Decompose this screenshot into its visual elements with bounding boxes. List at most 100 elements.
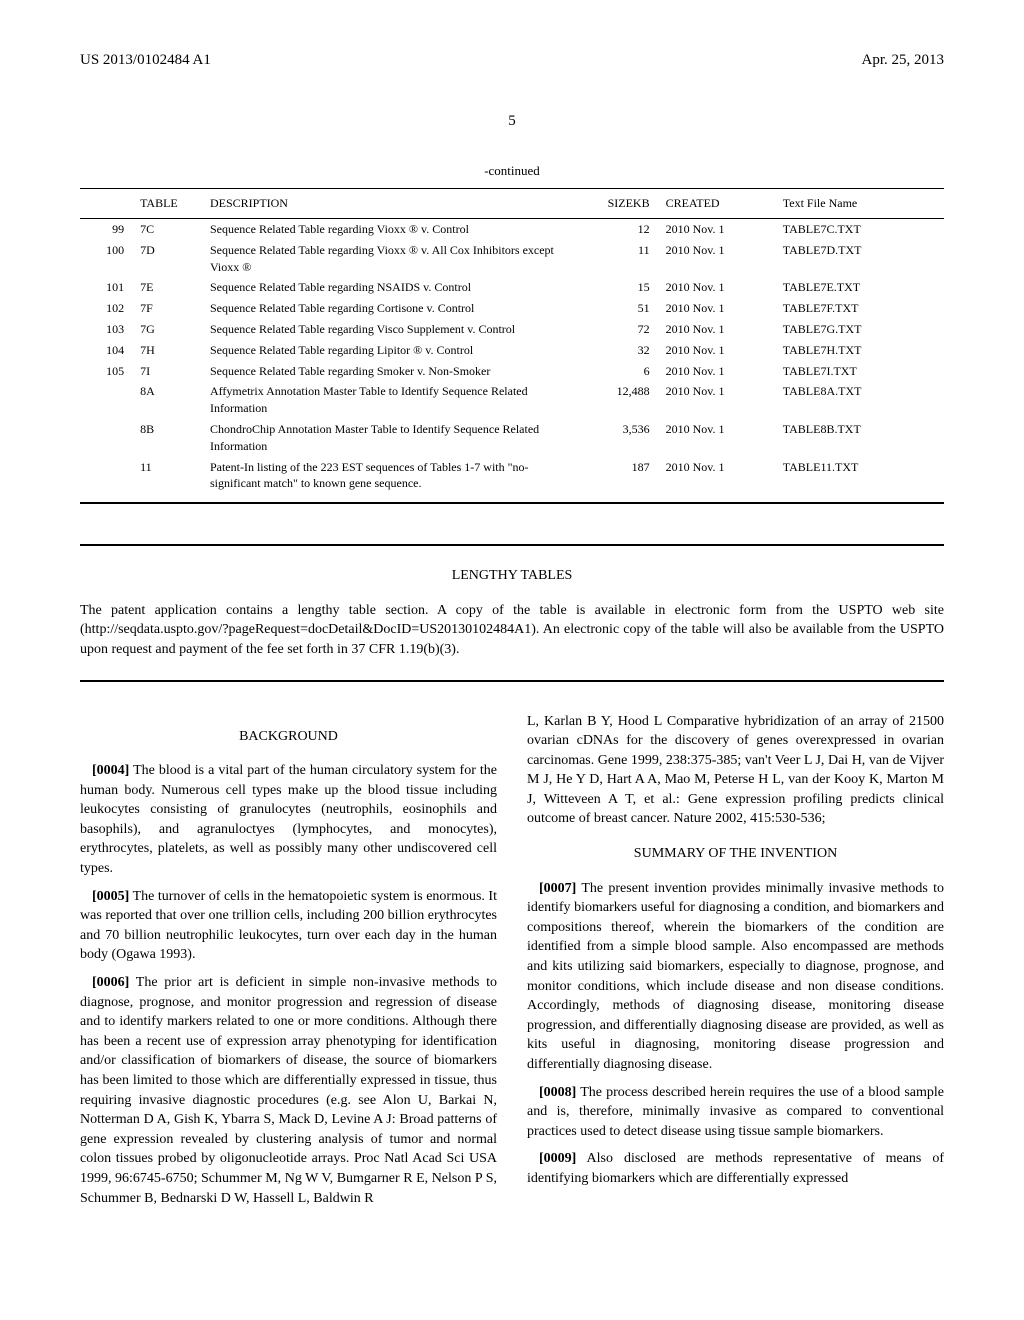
left-column: BACKGROUND [0004] The blood is a vital p… bbox=[80, 712, 497, 1217]
table-cell: 2010 Nov. 1 bbox=[658, 381, 775, 419]
table-header-cell bbox=[80, 189, 132, 219]
table-cell: 99 bbox=[80, 218, 132, 239]
lengthy-tables-section: LENGTHY TABLES The patent application co… bbox=[80, 566, 944, 681]
right-column: L, Karlan B Y, Hood L Comparative hybrid… bbox=[527, 712, 944, 1217]
paragraph: [0006] The prior art is deficient in sim… bbox=[80, 973, 497, 1208]
paragraph: [0007] The present invention provides mi… bbox=[527, 879, 944, 1075]
patent-date: Apr. 25, 2013 bbox=[862, 50, 945, 71]
paragraph-number: [0008] bbox=[539, 1085, 576, 1100]
table-cell: Sequence Related Table regarding Lipitor… bbox=[202, 340, 567, 361]
table-cell: 2010 Nov. 1 bbox=[658, 361, 775, 382]
page-header: US 2013/0102484 A1 Apr. 25, 2013 bbox=[80, 50, 944, 71]
table-cell: TABLE11.TXT bbox=[775, 457, 944, 504]
table-cell: 101 bbox=[80, 277, 132, 298]
paragraph-number: [0009] bbox=[539, 1151, 576, 1166]
patent-number: US 2013/0102484 A1 bbox=[80, 50, 211, 71]
table-header-cell: DESCRIPTION bbox=[202, 189, 567, 219]
paragraph-number: [0007] bbox=[539, 881, 576, 896]
table-cell: 6 bbox=[566, 361, 657, 382]
table-cell: 105 bbox=[80, 361, 132, 382]
continued-label: -continued bbox=[80, 162, 944, 180]
table-cell: 2010 Nov. 1 bbox=[658, 218, 775, 239]
table-cell: 100 bbox=[80, 240, 132, 278]
table-row: 1017ESequence Related Table regarding NS… bbox=[80, 277, 944, 298]
paragraph-number: [0005] bbox=[92, 889, 129, 904]
table-header-cell: TABLE bbox=[132, 189, 202, 219]
table-cell: 11 bbox=[132, 457, 202, 504]
table-cell: Sequence Related Table regarding Vioxx ®… bbox=[202, 218, 567, 239]
table-cell: TABLE8B.TXT bbox=[775, 419, 944, 457]
table-row: 8BChondroChip Annotation Master Table to… bbox=[80, 419, 944, 457]
table-cell: 187 bbox=[566, 457, 657, 504]
table-cell: 2010 Nov. 1 bbox=[658, 419, 775, 457]
table-cell bbox=[80, 419, 132, 457]
table-cell: 8A bbox=[132, 381, 202, 419]
table-cell: TABLE7H.TXT bbox=[775, 340, 944, 361]
table-row: 1057ISequence Related Table regarding Sm… bbox=[80, 361, 944, 382]
paragraph: [0009] Also disclosed are methods repres… bbox=[527, 1149, 944, 1188]
table-cell: 102 bbox=[80, 298, 132, 319]
table-cell: 2010 Nov. 1 bbox=[658, 457, 775, 504]
section-divider bbox=[80, 544, 944, 546]
table-cell: 7H bbox=[132, 340, 202, 361]
table-cell: 7F bbox=[132, 298, 202, 319]
table-cell: 7G bbox=[132, 319, 202, 340]
data-table: TABLEDESCRIPTIONSIZEKBCREATEDText File N… bbox=[80, 188, 944, 504]
table-row: 1047HSequence Related Table regarding Li… bbox=[80, 340, 944, 361]
table-cell: 7C bbox=[132, 218, 202, 239]
table-header-cell: SIZEKB bbox=[566, 189, 657, 219]
table-cell: 7D bbox=[132, 240, 202, 278]
page-number: 5 bbox=[80, 111, 944, 132]
table-row: 8AAffymetrix Annotation Master Table to … bbox=[80, 381, 944, 419]
table-cell: TABLE8A.TXT bbox=[775, 381, 944, 419]
paragraph: [0005] The turnover of cells in the hema… bbox=[80, 887, 497, 965]
table-cell: Sequence Related Table regarding Visco S… bbox=[202, 319, 567, 340]
table-cell bbox=[80, 381, 132, 419]
table-cell: TABLE7D.TXT bbox=[775, 240, 944, 278]
table-row: 1027FSequence Related Table regarding Co… bbox=[80, 298, 944, 319]
table-cell: 103 bbox=[80, 319, 132, 340]
table-cell: 11 bbox=[566, 240, 657, 278]
background-heading: BACKGROUND bbox=[80, 727, 497, 747]
table-cell: 2010 Nov. 1 bbox=[658, 277, 775, 298]
table-cell: TABLE7G.TXT bbox=[775, 319, 944, 340]
table-cell: 12,488 bbox=[566, 381, 657, 419]
table-cell: TABLE7F.TXT bbox=[775, 298, 944, 319]
table-cell: Sequence Related Table regarding Vioxx ®… bbox=[202, 240, 567, 278]
lengthy-tables-text: The patent application contains a length… bbox=[80, 601, 944, 660]
table-cell: TABLE7I.TXT bbox=[775, 361, 944, 382]
table-cell: 32 bbox=[566, 340, 657, 361]
table-cell: 72 bbox=[566, 319, 657, 340]
table-cell: 51 bbox=[566, 298, 657, 319]
two-column-layout: BACKGROUND [0004] The blood is a vital p… bbox=[80, 712, 944, 1217]
paragraph-number: [0004] bbox=[92, 763, 129, 778]
paragraph: [0008] The process described herein requ… bbox=[527, 1083, 944, 1142]
table-cell: ChondroChip Annotation Master Table to I… bbox=[202, 419, 567, 457]
table-row: 1037GSequence Related Table regarding Vi… bbox=[80, 319, 944, 340]
table-header-cell: CREATED bbox=[658, 189, 775, 219]
table-cell: 104 bbox=[80, 340, 132, 361]
table-cell: 7E bbox=[132, 277, 202, 298]
paragraph-number: [0006] bbox=[92, 975, 129, 990]
summary-heading: SUMMARY OF THE INVENTION bbox=[527, 844, 944, 864]
table-cell: 8B bbox=[132, 419, 202, 457]
table-cell: Sequence Related Table regarding Cortiso… bbox=[202, 298, 567, 319]
table-cell: Patent-In listing of the 223 EST sequenc… bbox=[202, 457, 567, 504]
paragraph: [0004] The blood is a vital part of the … bbox=[80, 761, 497, 879]
table-cell: Sequence Related Table regarding Smoker … bbox=[202, 361, 567, 382]
table-cell: 12 bbox=[566, 218, 657, 239]
table-cell: 2010 Nov. 1 bbox=[658, 319, 775, 340]
table-cell: 15 bbox=[566, 277, 657, 298]
table-cell: 2010 Nov. 1 bbox=[658, 240, 775, 278]
table-row: 1007DSequence Related Table regarding Vi… bbox=[80, 240, 944, 278]
table-cell: 2010 Nov. 1 bbox=[658, 298, 775, 319]
table-cell: 7I bbox=[132, 361, 202, 382]
table-cell: 3,536 bbox=[566, 419, 657, 457]
table-header-cell: Text File Name bbox=[775, 189, 944, 219]
table-row: 11Patent-In listing of the 223 EST seque… bbox=[80, 457, 944, 504]
table-cell: TABLE7E.TXT bbox=[775, 277, 944, 298]
table-cell: 2010 Nov. 1 bbox=[658, 340, 775, 361]
lengthy-tables-title: LENGTHY TABLES bbox=[80, 566, 944, 586]
table-row: 997CSequence Related Table regarding Vio… bbox=[80, 218, 944, 239]
table-cell: TABLE7C.TXT bbox=[775, 218, 944, 239]
